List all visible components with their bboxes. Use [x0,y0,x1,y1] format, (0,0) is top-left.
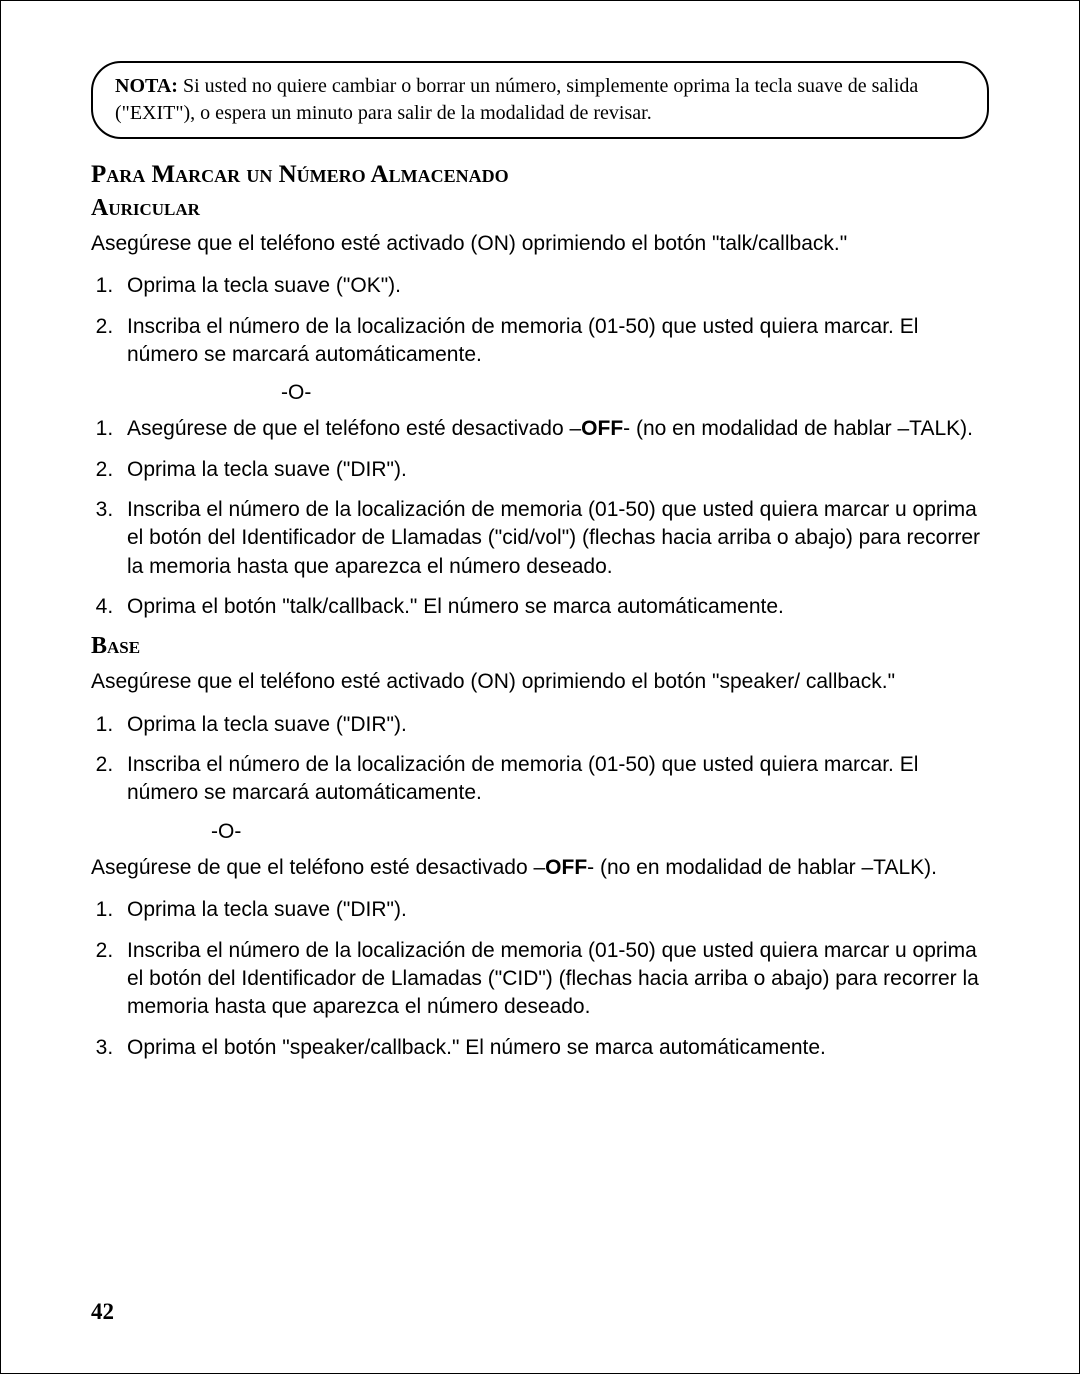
list-item: Inscriba el número de la localización de… [119,313,989,370]
note-text: Si usted no quiere cambiar o borrar un n… [115,75,918,124]
auricular-list-b: Asegúrese de que el teléfono esté desact… [91,415,989,621]
list-item: Oprima la tecla suave ("DIR"). [119,896,989,924]
list-item: Oprima la tecla suave ("OK"). [119,272,989,300]
note-label: NOTA: [115,75,178,97]
heading-base: Base [91,633,989,660]
heading-auricular: Auricular [91,195,989,222]
base-intro: Asegúrese que el teléfono esté activado … [91,668,989,696]
or-separator: -O- [211,820,989,844]
list-item: Inscriba el número de la localización de… [119,937,989,1022]
note-box: NOTA: Si usted no quiere cambiar o borra… [91,61,989,139]
list-item: Inscriba el número de la localización de… [119,751,989,808]
or-separator: -O- [281,381,989,405]
base-list-a: Oprima la tecla suave ("DIR"). Inscriba … [91,711,989,808]
auricular-list-a: Oprima la tecla suave ("OK"). Inscriba e… [91,272,989,369]
auricular-intro: Asegúrese que el teléfono esté activado … [91,230,989,258]
list-item: Inscriba el número de la localización de… [119,496,989,581]
list-item: Oprima el botón "speaker/callback." El n… [119,1034,989,1062]
page-number: 42 [91,1299,114,1325]
list-item: Oprima la tecla suave ("DIR"). [119,711,989,739]
list-item: Oprima la tecla suave ("DIR"). [119,456,989,484]
text-bold: OFF [545,856,587,879]
text-post: - (no en modalidad de hablar –TALK). [623,417,973,440]
text-bold: OFF [581,417,623,440]
base-para2: Asegúrese de que el teléfono esté desact… [91,854,989,882]
base-list-b: Oprima la tecla suave ("DIR"). Inscriba … [91,896,989,1062]
text-pre: Asegúrese de que el teléfono esté desact… [91,856,545,879]
document-page: NOTA: Si usted no quiere cambiar o borra… [0,0,1080,1374]
list-item: Asegúrese de que el teléfono esté desact… [119,415,989,443]
text-pre: Asegúrese de que el teléfono esté desact… [127,417,581,440]
heading-main: Para Marcar un Número Almacenado [91,161,989,189]
list-item: Oprima el botón "talk/callback." El núme… [119,593,989,621]
text-post: - (no en modalidad de hablar –TALK). [587,856,937,879]
